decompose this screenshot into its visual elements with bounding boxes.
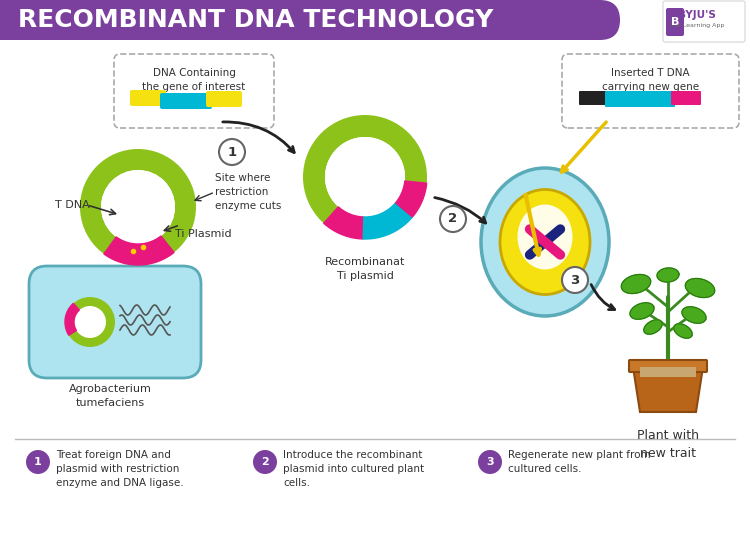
Polygon shape [674, 324, 692, 338]
Circle shape [325, 137, 405, 217]
FancyBboxPatch shape [629, 360, 707, 372]
Text: B: B [670, 17, 680, 27]
FancyBboxPatch shape [206, 91, 242, 107]
Circle shape [440, 206, 466, 232]
Text: T DNA: T DNA [55, 200, 90, 210]
Text: Site where
restriction
enzyme cuts: Site where restriction enzyme cuts [215, 173, 281, 211]
Text: Agrobacterium
tumefaciens: Agrobacterium tumefaciens [68, 384, 152, 408]
Ellipse shape [481, 168, 609, 316]
Polygon shape [363, 203, 413, 239]
Polygon shape [65, 303, 80, 335]
Polygon shape [395, 181, 427, 217]
Polygon shape [633, 367, 703, 412]
FancyBboxPatch shape [160, 93, 212, 109]
Text: 3: 3 [486, 457, 494, 467]
Text: Ti Plasmid: Ti Plasmid [175, 229, 232, 239]
FancyBboxPatch shape [114, 54, 274, 128]
Text: 1: 1 [227, 146, 236, 158]
Text: 1: 1 [34, 457, 42, 467]
FancyBboxPatch shape [562, 54, 739, 128]
Ellipse shape [341, 170, 389, 208]
FancyBboxPatch shape [605, 91, 675, 107]
FancyBboxPatch shape [663, 1, 745, 42]
FancyBboxPatch shape [29, 266, 201, 378]
Text: The Learning App: The Learning App [669, 24, 724, 28]
Text: BYJU'S: BYJU'S [678, 10, 716, 20]
FancyBboxPatch shape [666, 8, 684, 36]
Circle shape [74, 306, 106, 338]
Text: Introduce the recombinant
plasmid into cultured plant
cells.: Introduce the recombinant plasmid into c… [283, 450, 424, 488]
Ellipse shape [116, 201, 160, 233]
Text: Inserted T DNA
carrying new gene: Inserted T DNA carrying new gene [602, 68, 699, 92]
Text: Treat foreign DNA and
plasmid with restriction
enzyme and DNA ligase.: Treat foreign DNA and plasmid with restr… [56, 450, 184, 488]
FancyBboxPatch shape [579, 91, 609, 105]
FancyBboxPatch shape [0, 437, 750, 537]
Text: Recombinanat
Ti plasmid: Recombinanat Ti plasmid [325, 257, 405, 281]
Circle shape [325, 137, 405, 217]
Ellipse shape [518, 205, 572, 270]
FancyBboxPatch shape [671, 91, 701, 105]
Polygon shape [104, 236, 174, 265]
Circle shape [26, 450, 50, 474]
Circle shape [101, 170, 175, 244]
Text: Plant with
new trait: Plant with new trait [637, 429, 699, 460]
Text: RECOMBINANT DNA TECHNOLOGY: RECOMBINANT DNA TECHNOLOGY [18, 8, 494, 32]
Circle shape [101, 170, 175, 244]
Polygon shape [630, 303, 654, 319]
Circle shape [562, 267, 588, 293]
FancyBboxPatch shape [0, 0, 620, 40]
Circle shape [303, 115, 427, 239]
Polygon shape [657, 268, 679, 282]
Circle shape [80, 149, 196, 265]
Circle shape [219, 139, 245, 165]
Polygon shape [324, 207, 364, 239]
FancyBboxPatch shape [130, 90, 166, 106]
Text: Regenerate new plant from
cultured cells.: Regenerate new plant from cultured cells… [508, 450, 650, 474]
Circle shape [253, 450, 277, 474]
Polygon shape [644, 320, 662, 334]
FancyBboxPatch shape [0, 0, 30, 40]
Text: 2: 2 [261, 457, 268, 467]
Ellipse shape [500, 190, 590, 294]
Text: 3: 3 [570, 273, 580, 287]
Circle shape [65, 297, 115, 347]
Polygon shape [686, 279, 715, 297]
Polygon shape [682, 307, 706, 323]
Circle shape [478, 450, 502, 474]
Text: 2: 2 [448, 213, 458, 226]
Text: DNA Containing
the gene of interest: DNA Containing the gene of interest [142, 68, 246, 92]
Polygon shape [621, 274, 651, 294]
FancyBboxPatch shape [640, 367, 696, 377]
